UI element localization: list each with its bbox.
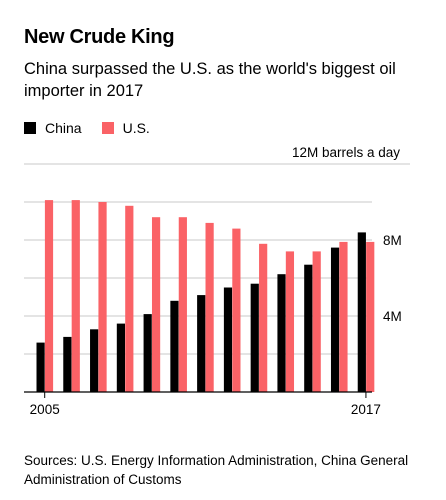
legend-label-us: U.S.	[122, 120, 150, 136]
bar-china-2005	[36, 342, 45, 392]
bar-us-2015	[312, 251, 321, 392]
bar-us-2016	[339, 241, 348, 392]
bar-china-2006	[63, 336, 72, 392]
chart-subtitle: China surpassed the U.S. as the world's …	[24, 60, 396, 100]
legend-swatch-china	[24, 122, 36, 134]
bar-us-2006	[71, 200, 80, 392]
legend-item-us: U.S.	[101, 120, 150, 136]
bar-us-2008	[125, 205, 134, 392]
y-tick-label: 8M	[383, 233, 402, 248]
chart-title: New Crude King	[24, 26, 175, 48]
bar-us-2017	[366, 241, 375, 392]
bar-us-2010	[178, 217, 187, 392]
gridlines	[24, 163, 410, 355]
bar-us-2011	[205, 222, 214, 392]
bar-china-2016	[330, 247, 340, 392]
legend: China U.S.	[24, 120, 170, 136]
bar-us-2014	[285, 251, 295, 392]
y-tick-label: 4M	[383, 309, 402, 324]
source-note: Sources: U.S. Energy Information Adminis…	[24, 453, 409, 487]
bar-us-2013	[259, 243, 268, 392]
bar-us-2007	[98, 202, 107, 392]
bar-china-2014	[277, 274, 286, 392]
y-tick-label: 12M barrels a day	[292, 145, 400, 160]
bar-us-2012	[232, 228, 241, 392]
bar-china-2010	[170, 300, 179, 392]
bars	[36, 200, 375, 392]
bar-china-2017	[357, 232, 366, 392]
bar-china-2015	[304, 264, 313, 392]
x-tick-label: 2017	[351, 402, 381, 417]
legend-item-china: China	[24, 120, 82, 136]
legend-swatch-us	[101, 122, 114, 134]
bar-china-2008	[116, 323, 126, 392]
legend-label-china: China	[45, 120, 82, 136]
bar-china-2009	[143, 314, 152, 392]
x-tick-label: 2005	[30, 402, 60, 417]
axes: 4M 8M 12M barrels a day 2005 2017	[24, 145, 402, 417]
bar-china-2011	[197, 295, 206, 392]
bar-us-2005	[44, 200, 54, 392]
bar-china-2007	[90, 329, 99, 392]
bar-china-2013	[250, 283, 259, 392]
bar-us-2009	[151, 217, 161, 392]
bar-china-2012	[223, 287, 233, 392]
